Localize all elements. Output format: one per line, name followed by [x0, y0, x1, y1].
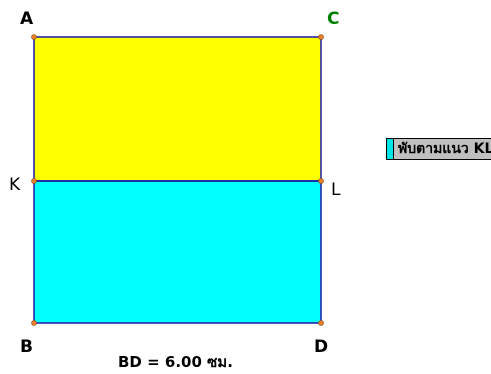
lower-region-kldb [33, 180, 322, 324]
label-b: B [20, 337, 33, 357]
point-a[interactable] [31, 34, 37, 40]
fold-button-label: พับตามแนว KL [398, 141, 491, 157]
label-a: A [20, 9, 34, 29]
fold-along-kl-button[interactable]: พับตามแนว KL [386, 138, 491, 160]
label-d: D [314, 337, 328, 357]
point-l[interactable] [318, 178, 324, 184]
upper-region-ackl [33, 36, 322, 182]
point-b[interactable] [31, 320, 37, 326]
point-k[interactable] [31, 178, 37, 184]
button-indicator-icon [387, 139, 394, 159]
label-c: C [327, 9, 339, 29]
measurement-bd: BD = 6.00 ซม. [118, 353, 233, 371]
label-k: K [9, 175, 21, 195]
point-d[interactable] [318, 320, 324, 326]
point-c[interactable] [318, 34, 324, 40]
label-l: L [331, 180, 341, 200]
